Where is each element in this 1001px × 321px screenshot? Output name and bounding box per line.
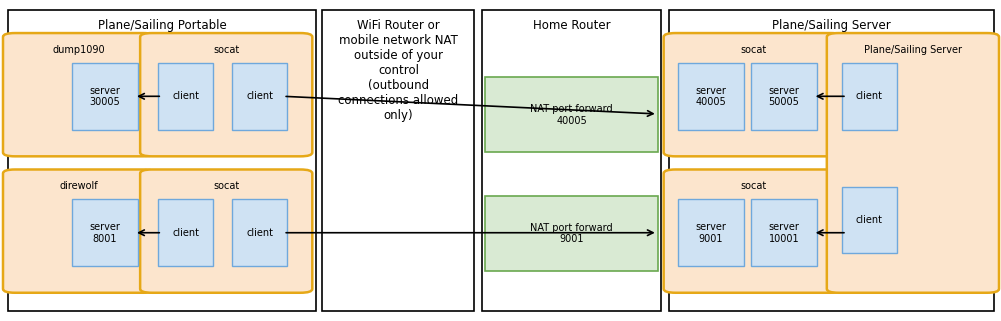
Text: server
9001: server 9001 bbox=[696, 222, 726, 244]
FancyBboxPatch shape bbox=[827, 33, 999, 293]
Text: NAT port forward
40005: NAT port forward 40005 bbox=[531, 104, 613, 126]
FancyBboxPatch shape bbox=[482, 10, 661, 311]
FancyBboxPatch shape bbox=[678, 199, 744, 266]
FancyBboxPatch shape bbox=[664, 169, 843, 293]
FancyBboxPatch shape bbox=[158, 63, 213, 130]
Text: dump1090: dump1090 bbox=[53, 45, 105, 55]
Text: server
50005: server 50005 bbox=[769, 85, 799, 107]
Text: Plane/Sailing Server: Plane/Sailing Server bbox=[772, 19, 891, 32]
Text: socat: socat bbox=[213, 181, 239, 191]
FancyBboxPatch shape bbox=[72, 63, 138, 130]
FancyBboxPatch shape bbox=[669, 10, 994, 311]
FancyBboxPatch shape bbox=[664, 33, 843, 156]
Text: server
10001: server 10001 bbox=[769, 222, 799, 244]
Text: socat: socat bbox=[740, 45, 767, 55]
FancyBboxPatch shape bbox=[751, 199, 817, 266]
FancyBboxPatch shape bbox=[140, 33, 312, 156]
FancyBboxPatch shape bbox=[842, 63, 897, 130]
FancyBboxPatch shape bbox=[72, 199, 138, 266]
FancyBboxPatch shape bbox=[158, 199, 213, 266]
Text: Plane/Sailing Server: Plane/Sailing Server bbox=[864, 45, 962, 55]
Text: server
40005: server 40005 bbox=[696, 85, 726, 107]
FancyBboxPatch shape bbox=[232, 199, 287, 266]
FancyBboxPatch shape bbox=[322, 10, 474, 311]
FancyBboxPatch shape bbox=[8, 10, 316, 311]
Text: server
30005: server 30005 bbox=[90, 85, 120, 107]
Text: client: client bbox=[246, 228, 273, 238]
Text: WiFi Router or
mobile network NAT
outside of your
control
(outbound
connections : WiFi Router or mobile network NAT outsid… bbox=[338, 19, 458, 122]
Text: client: client bbox=[172, 228, 199, 238]
FancyBboxPatch shape bbox=[485, 196, 658, 271]
FancyBboxPatch shape bbox=[232, 63, 287, 130]
FancyBboxPatch shape bbox=[3, 169, 155, 293]
Text: Home Router: Home Router bbox=[533, 19, 611, 32]
Text: server
8001: server 8001 bbox=[90, 222, 120, 244]
FancyBboxPatch shape bbox=[140, 169, 312, 293]
FancyBboxPatch shape bbox=[751, 63, 817, 130]
FancyBboxPatch shape bbox=[485, 77, 658, 152]
Text: direwolf: direwolf bbox=[60, 181, 98, 191]
Text: NAT port forward
9001: NAT port forward 9001 bbox=[531, 223, 613, 244]
Text: client: client bbox=[856, 91, 883, 101]
FancyBboxPatch shape bbox=[3, 33, 155, 156]
Text: socat: socat bbox=[740, 181, 767, 191]
Text: Plane/Sailing Portable: Plane/Sailing Portable bbox=[98, 19, 226, 32]
Text: client: client bbox=[856, 215, 883, 225]
Text: socat: socat bbox=[213, 45, 239, 55]
FancyBboxPatch shape bbox=[678, 63, 744, 130]
Text: client: client bbox=[246, 91, 273, 101]
FancyBboxPatch shape bbox=[842, 187, 897, 253]
Text: client: client bbox=[172, 91, 199, 101]
